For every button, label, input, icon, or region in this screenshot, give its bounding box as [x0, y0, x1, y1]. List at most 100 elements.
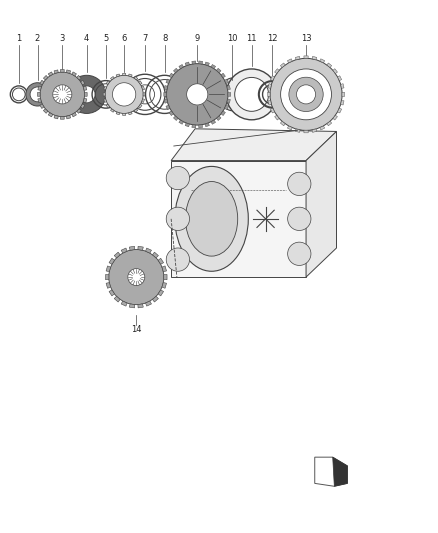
Polygon shape — [48, 72, 53, 76]
Circle shape — [78, 86, 95, 103]
Circle shape — [53, 85, 72, 104]
Polygon shape — [60, 69, 64, 72]
Polygon shape — [129, 74, 132, 77]
Polygon shape — [287, 126, 292, 130]
Polygon shape — [225, 79, 229, 84]
Circle shape — [226, 69, 277, 120]
Polygon shape — [211, 120, 215, 124]
Polygon shape — [110, 77, 114, 80]
Polygon shape — [48, 112, 53, 117]
Polygon shape — [306, 132, 336, 277]
Polygon shape — [38, 92, 40, 96]
Polygon shape — [152, 252, 159, 258]
Polygon shape — [216, 68, 221, 73]
Polygon shape — [280, 121, 285, 126]
Polygon shape — [142, 86, 145, 90]
Circle shape — [289, 77, 323, 111]
Polygon shape — [67, 115, 71, 119]
Polygon shape — [192, 61, 196, 64]
Polygon shape — [134, 109, 138, 112]
Circle shape — [166, 63, 228, 125]
Polygon shape — [38, 99, 41, 103]
Circle shape — [187, 84, 208, 105]
Polygon shape — [341, 100, 344, 105]
Polygon shape — [169, 111, 173, 116]
Polygon shape — [104, 99, 106, 102]
Polygon shape — [173, 68, 178, 73]
Text: 11: 11 — [247, 34, 257, 43]
Text: 10: 10 — [227, 34, 237, 43]
Polygon shape — [129, 304, 135, 308]
Text: 1: 1 — [16, 34, 21, 43]
Polygon shape — [268, 84, 272, 88]
Circle shape — [270, 58, 342, 131]
Polygon shape — [40, 104, 44, 109]
Polygon shape — [205, 123, 209, 127]
Polygon shape — [60, 117, 64, 119]
Circle shape — [30, 87, 45, 102]
Circle shape — [281, 69, 332, 120]
Polygon shape — [338, 108, 342, 113]
Polygon shape — [162, 282, 166, 288]
Polygon shape — [179, 120, 184, 124]
Text: 4: 4 — [84, 34, 89, 43]
Polygon shape — [287, 59, 292, 63]
Polygon shape — [109, 259, 114, 264]
Polygon shape — [192, 125, 196, 128]
Polygon shape — [268, 92, 270, 96]
Polygon shape — [83, 99, 87, 103]
Polygon shape — [114, 252, 120, 258]
Polygon shape — [227, 99, 230, 103]
Polygon shape — [304, 56, 308, 59]
Polygon shape — [81, 104, 85, 109]
Circle shape — [166, 207, 190, 230]
Polygon shape — [123, 114, 126, 115]
Polygon shape — [171, 129, 336, 160]
Circle shape — [113, 83, 136, 106]
Polygon shape — [54, 115, 58, 119]
Polygon shape — [129, 246, 135, 251]
Polygon shape — [199, 125, 203, 128]
Polygon shape — [280, 63, 285, 68]
Polygon shape — [142, 99, 145, 102]
Polygon shape — [43, 109, 48, 114]
Polygon shape — [270, 108, 275, 113]
Polygon shape — [106, 274, 109, 280]
Polygon shape — [67, 70, 71, 74]
Polygon shape — [268, 100, 272, 105]
Circle shape — [288, 242, 311, 265]
Polygon shape — [138, 104, 142, 108]
Polygon shape — [320, 59, 325, 63]
Polygon shape — [312, 56, 317, 60]
Text: 13: 13 — [301, 34, 311, 43]
Ellipse shape — [220, 78, 244, 111]
Polygon shape — [221, 111, 226, 116]
Polygon shape — [327, 63, 332, 68]
Polygon shape — [327, 121, 332, 126]
Polygon shape — [43, 76, 48, 80]
Circle shape — [297, 85, 315, 104]
Polygon shape — [171, 160, 306, 277]
Polygon shape — [205, 62, 209, 66]
Polygon shape — [77, 109, 81, 114]
Polygon shape — [134, 77, 138, 80]
Polygon shape — [104, 86, 106, 90]
Polygon shape — [121, 301, 127, 306]
Polygon shape — [275, 115, 279, 120]
Polygon shape — [138, 246, 143, 251]
Polygon shape — [295, 56, 300, 60]
Polygon shape — [123, 74, 126, 75]
Polygon shape — [166, 105, 170, 110]
Polygon shape — [333, 69, 337, 74]
Text: 9: 9 — [194, 34, 200, 43]
Text: 5: 5 — [103, 34, 109, 43]
Circle shape — [105, 75, 143, 114]
Polygon shape — [169, 73, 173, 78]
Polygon shape — [173, 116, 178, 120]
Polygon shape — [164, 85, 168, 90]
Polygon shape — [228, 92, 231, 96]
Polygon shape — [109, 290, 114, 296]
Text: 7: 7 — [142, 34, 148, 43]
Polygon shape — [72, 72, 77, 76]
Text: 3: 3 — [60, 34, 65, 43]
